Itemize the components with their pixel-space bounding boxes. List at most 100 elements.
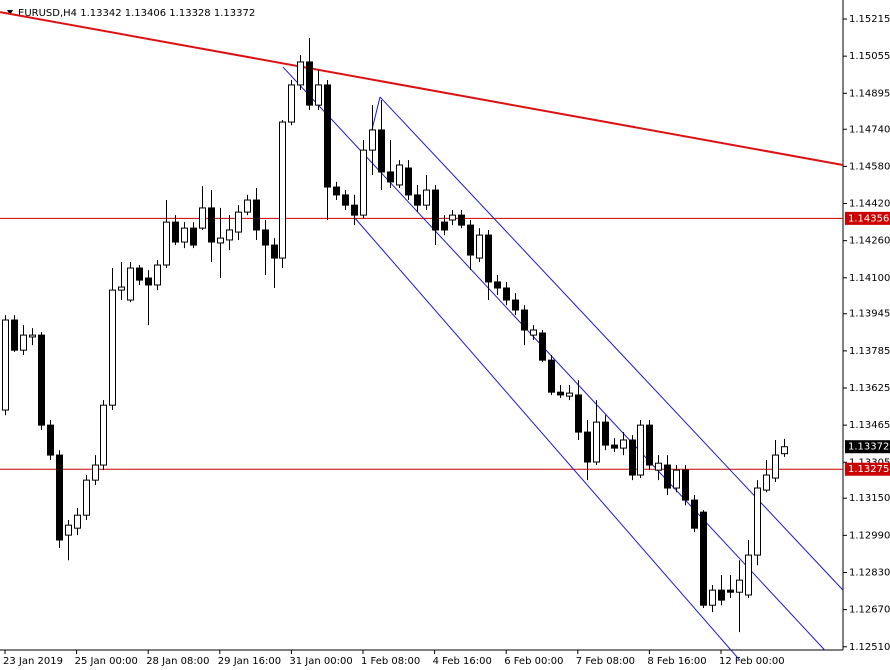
candle-body xyxy=(324,84,331,188)
candle-body xyxy=(754,487,761,556)
trend-line xyxy=(354,217,741,661)
candle-body xyxy=(745,554,752,596)
candle-body xyxy=(566,392,573,397)
trend-line xyxy=(282,66,826,651)
y-tick-label: 1.15055 xyxy=(849,51,890,62)
menu-arrow[interactable] xyxy=(7,10,13,15)
candle-body xyxy=(691,499,698,529)
x-tick-label: 23 Jan 2019 xyxy=(3,656,63,667)
candle-body xyxy=(11,319,18,351)
candle-body xyxy=(602,421,609,446)
candle-body xyxy=(20,334,27,351)
candle-body xyxy=(306,61,313,106)
candle-body xyxy=(118,286,125,291)
y-tick-label: 1.12830 xyxy=(849,567,890,578)
current-price-label: 1.13372 xyxy=(848,442,889,453)
candle-body xyxy=(279,121,286,259)
candle-body xyxy=(92,464,99,481)
header-close: 1.13372 xyxy=(214,8,255,19)
symbol-header: EURUSD,H4 1.13342 1.13406 1.13328 1.1337… xyxy=(18,8,255,19)
candle-body xyxy=(38,334,45,426)
candle-body xyxy=(2,319,9,411)
y-tick-label: 1.12990 xyxy=(849,530,890,541)
candle-body xyxy=(700,511,707,606)
candle-body xyxy=(414,194,421,206)
candle-body xyxy=(548,359,555,393)
candle-body xyxy=(127,267,134,301)
candle-body xyxy=(467,224,474,256)
candle-body xyxy=(181,227,188,243)
candle-body xyxy=(772,454,779,479)
candle-body xyxy=(646,424,653,466)
candle-body xyxy=(47,424,54,456)
header-open: 1.13342 xyxy=(80,8,121,19)
candle-body xyxy=(235,211,242,233)
candle-body xyxy=(530,329,537,336)
candle-body xyxy=(199,207,206,229)
y-tick-label: 1.13945 xyxy=(849,309,890,320)
candle-body xyxy=(109,289,116,406)
candle-body xyxy=(637,424,644,476)
candle-body xyxy=(396,164,403,186)
candle-body xyxy=(172,221,179,243)
y-tick-label: 1.12510 xyxy=(849,642,890,653)
price-box-label: 1.13275 xyxy=(848,464,889,475)
y-tick-label: 1.12670 xyxy=(849,605,890,616)
candle-body xyxy=(503,287,510,301)
candle-body xyxy=(584,431,591,463)
y-tick-label: 1.15215 xyxy=(849,14,890,25)
candle-body xyxy=(521,309,528,331)
x-tick-label: 4 Feb 16:00 xyxy=(433,656,492,667)
y-tick-label: 1.13150 xyxy=(849,493,890,504)
candle-body xyxy=(458,214,465,226)
price-box-label: 1.14356 xyxy=(848,213,889,224)
candle-body xyxy=(288,84,295,123)
candle-body xyxy=(727,589,734,593)
candle-body xyxy=(449,214,456,221)
y-tick-label: 1.14260 xyxy=(849,236,890,247)
candle-body xyxy=(620,439,627,449)
candle-body xyxy=(673,469,680,489)
candle-body xyxy=(56,454,63,541)
candle-body xyxy=(83,479,90,516)
candle-body xyxy=(342,194,349,206)
candle-body xyxy=(100,404,107,466)
candle-body xyxy=(709,589,716,606)
candle-body xyxy=(539,332,546,361)
candle-body xyxy=(781,446,788,455)
x-tick-label: 8 Feb 16:00 xyxy=(647,656,706,667)
candle-body xyxy=(441,221,448,231)
candle-body xyxy=(423,189,430,206)
candle-body xyxy=(369,129,376,151)
candle-body xyxy=(512,299,519,311)
candle-body xyxy=(29,334,36,338)
y-tick-label: 1.13465 xyxy=(849,420,890,431)
candle-body xyxy=(494,281,501,289)
candle-body xyxy=(611,444,618,449)
x-tick-label: 12 Feb 00:00 xyxy=(719,656,785,667)
candle-body xyxy=(575,394,582,433)
trend-line xyxy=(0,11,844,166)
x-tick-label: 31 Jan 00:00 xyxy=(289,656,352,667)
candle-body xyxy=(655,462,662,471)
y-tick-label: 1.13785 xyxy=(849,346,890,357)
candle-body xyxy=(593,421,600,463)
header-high: 1.13406 xyxy=(125,8,166,19)
price-box xyxy=(845,462,890,476)
current-price-box xyxy=(845,440,890,454)
candle-body xyxy=(244,199,251,213)
candle-body xyxy=(682,469,689,501)
candle-body xyxy=(378,129,385,173)
candle-body xyxy=(351,204,358,216)
symbol: EURUSD,H4 xyxy=(18,8,77,19)
candle-body xyxy=(405,167,412,196)
x-tick-label: 7 Feb 08:00 xyxy=(576,656,635,667)
candle-body xyxy=(333,186,340,196)
candle-body xyxy=(136,267,143,281)
candle-body xyxy=(271,244,278,259)
candle-body xyxy=(387,171,394,183)
candle-body xyxy=(476,234,483,259)
candle-body xyxy=(736,579,743,593)
